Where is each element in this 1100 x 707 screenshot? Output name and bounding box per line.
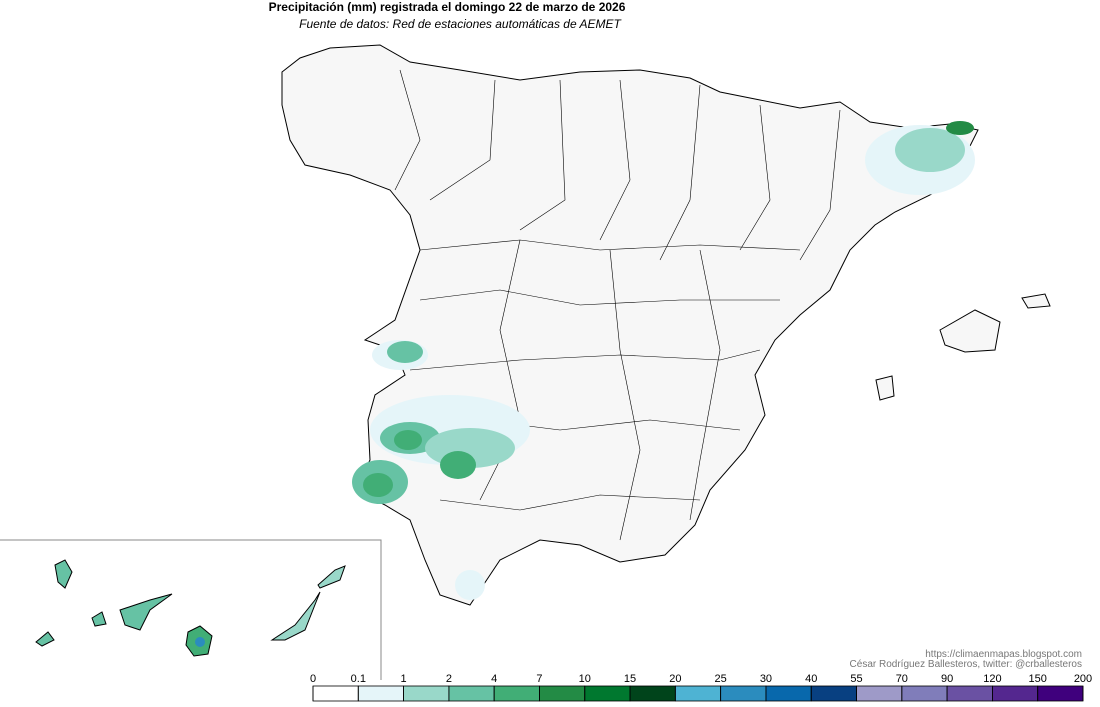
- legend-tick-label: 30: [760, 673, 772, 685]
- legend-swatch: [674, 685, 722, 702]
- legend-tick-label: 70: [896, 673, 908, 685]
- legend-swatch: [720, 685, 767, 702]
- legend-tick-label: 90: [941, 673, 953, 685]
- legend-tick-label: 40: [805, 673, 817, 685]
- legend: 0 0.1 1 2 4 7 10 15 20 25 30 40 55 70 90 120 150 200: [310, 673, 1092, 702]
- legend-tick-label: 1: [401, 673, 407, 685]
- legend-tick-label: 25: [715, 673, 727, 685]
- legend-tick-label: 10: [579, 673, 591, 685]
- legend-tick-label: 20: [669, 673, 681, 685]
- legend-tick-label: 120: [983, 673, 1001, 685]
- credit-url: https://climaenmapas.blogspot.com: [925, 649, 1082, 660]
- legend-swatch: [901, 685, 948, 702]
- canary-inset: [0, 539, 382, 680]
- legend-swatch: [856, 685, 903, 702]
- legend-tick-label: 2: [446, 673, 452, 685]
- legend-swatch: [493, 685, 540, 702]
- title: Precipitación (mm) registrada el domingo…: [269, 0, 626, 14]
- legend-tick-label: 4: [491, 673, 497, 685]
- legend-swatch: [584, 685, 631, 702]
- legend-tick-label: 7: [536, 673, 542, 685]
- subtitle: Fuente de datos: Red de estaciones autom…: [299, 17, 622, 31]
- legend-swatch: [765, 685, 812, 702]
- legend-tick-label: 55: [850, 673, 862, 685]
- legend-swatch: [357, 685, 404, 702]
- legend-swatch: [810, 685, 857, 702]
- legend-swatch: [539, 685, 586, 702]
- legend-tick-label: 0.1: [351, 673, 366, 685]
- legend-tick-label: 15: [624, 673, 636, 685]
- credit-author: César Rodríguez Ballesteros, twitter: @c…: [850, 659, 1082, 670]
- legend-swatch: [992, 685, 1039, 702]
- legend-swatch: [448, 685, 495, 702]
- legend-swatch: [403, 685, 450, 702]
- legend-tick-label: 150: [1029, 673, 1047, 685]
- legend-tick-label: 200: [1074, 673, 1092, 685]
- precipitation: [352, 121, 975, 600]
- legend-swatch: [312, 685, 359, 702]
- legend-swatch: [1037, 685, 1084, 702]
- legend-swatch: [946, 685, 993, 702]
- legend-tick-label: 0: [310, 673, 316, 685]
- legend-swatch: [629, 685, 676, 702]
